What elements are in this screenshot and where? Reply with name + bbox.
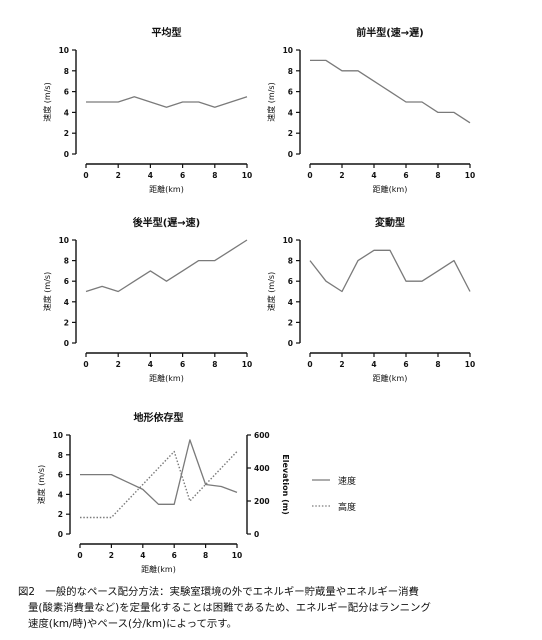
y2-tick-label: 400	[254, 464, 270, 473]
y-tick-label: 8	[64, 67, 69, 76]
y2-axis-label: Elevation (m)	[281, 454, 290, 514]
x-tick-label: 6	[180, 360, 185, 369]
x-tick-label: 4	[148, 171, 153, 180]
y-tick-label: 8	[288, 67, 293, 76]
chart-2: 前半型(速→遅) 0 2 4 6 8 10 0 2 4 6 8 10 距離(km) 速度 (m/s)	[266, 26, 475, 194]
x-tick-label: 8	[203, 551, 208, 560]
legend-label: 速度	[338, 475, 356, 487]
chart-5: 地形依存型 0 2 4 6 8 10 0 2 4 6 8 10 距離(km) 速度 (m/s) 0 200 400…	[36, 411, 356, 574]
x-tick-label: 4	[371, 360, 376, 369]
chart-panels: 平均型 0 2 4 6 8 10 0 2 4 6 8 10 距離(km) 速度 (m/s) 前半型(速→遅) 0…	[36, 26, 475, 574]
x-tick-label: 4	[140, 551, 145, 560]
x-tick-label: 8	[435, 171, 440, 180]
y-tick-label: 10	[283, 46, 293, 55]
x-tick-label: 0	[83, 171, 88, 180]
y-tick-label: 6	[64, 277, 69, 286]
x-tick-label: 10	[465, 171, 475, 180]
y-axis-label: 速度 (m/s)	[266, 82, 276, 121]
caption-line-1: 図2 一般的なペース配分方法：実験室環境の外でエネルギー貯蔵量やエネルギー消費	[18, 586, 419, 598]
y-tick-label: 6	[288, 277, 293, 286]
y-tick-label: 4	[58, 490, 63, 499]
y-tick-label: 0	[64, 150, 69, 159]
x-tick-label: 6	[172, 551, 177, 560]
x-tick-label: 2	[116, 171, 121, 180]
y-tick-label: 2	[58, 510, 63, 519]
x-tick-label: 10	[465, 360, 475, 369]
series-line-高度	[80, 450, 238, 519]
x-axis-label: 距離(km)	[149, 373, 184, 383]
series-line-1	[86, 96, 248, 108]
y-tick-label: 4	[288, 298, 293, 307]
chart-1: 平均型 0 2 4 6 8 10 0 2 4 6 8 10 距離(km) 速度 (m/s)	[42, 26, 252, 194]
x-tick-label: 0	[83, 360, 88, 369]
y2-tick-label: 0	[254, 530, 259, 539]
chart-4: 変動型 0 2 4 6 8 10 0 2 4 6 8 10 距離(km) 速度 (m/s)	[266, 216, 475, 383]
series-line-速度	[80, 439, 238, 505]
y2-tick-label: 200	[254, 497, 270, 506]
x-tick-label: 4	[148, 360, 153, 369]
x-tick-label: 6	[180, 171, 185, 180]
y-axis-label: 速度 (m/s)	[266, 272, 276, 311]
y-tick-label: 2	[288, 318, 293, 327]
x-tick-label: 0	[307, 360, 312, 369]
y-tick-label: 8	[58, 451, 63, 460]
y-tick-label: 6	[64, 88, 69, 97]
figure-canvas: 平均型 0 2 4 6 8 10 0 2 4 6 8 10 距離(km) 速度 (m/s) 前半型(速→遅) 0…	[36, 26, 475, 574]
chart-3: 後半型(遅→速) 0 2 4 6 8 10 0 2 4 6 8 10 距離(km) 速度 (m/s)	[42, 216, 252, 383]
x-tick-label: 2	[339, 360, 344, 369]
x-tick-label: 10	[242, 171, 252, 180]
y-tick-label: 4	[288, 108, 293, 117]
x-axis-label: 距離(km)	[141, 564, 176, 574]
x-tick-label: 8	[212, 171, 217, 180]
x-tick-label: 10	[242, 360, 252, 369]
x-tick-label: 2	[339, 171, 344, 180]
x-axis-label: 距離(km)	[149, 184, 184, 194]
x-tick-label: 0	[307, 171, 312, 180]
caption-line-3: 速度(km/時)やペース(分/km)によって示す。	[28, 618, 237, 630]
y-axis-label: 速度 (m/s)	[42, 272, 52, 311]
x-tick-label: 8	[212, 360, 217, 369]
series-line-1	[85, 239, 248, 293]
y-tick-label: 0	[58, 530, 63, 539]
y-tick-label: 8	[64, 257, 69, 266]
y-tick-label: 0	[64, 339, 69, 348]
y-tick-label: 8	[288, 257, 293, 266]
y-tick-label: 10	[59, 236, 69, 245]
y-axis-label: 速度 (m/s)	[36, 465, 46, 504]
y-tick-label: 4	[64, 298, 69, 307]
x-tick-label: 6	[403, 171, 408, 180]
x-tick-label: 8	[435, 360, 440, 369]
figure-caption: 図2 一般的なペース配分方法：実験室環境の外でエネルギー貯蔵量やエネルギー消費 …	[18, 584, 530, 632]
chart-title: 平均型	[152, 26, 182, 39]
x-tick-label: 6	[403, 360, 408, 369]
chart-title: 地形依存型	[134, 411, 184, 424]
x-tick-label: 0	[77, 551, 82, 560]
y-tick-label: 2	[64, 129, 69, 138]
legend-label: 高度	[338, 501, 356, 513]
y-axis-label: 速度 (m/s)	[42, 82, 52, 121]
y-tick-label: 10	[59, 46, 69, 55]
y-tick-label: 6	[58, 471, 63, 480]
y-tick-label: 0	[288, 150, 293, 159]
y2-tick-label: 600	[254, 431, 270, 440]
chart-title: 変動型	[375, 216, 405, 229]
x-axis-label: 距離(km)	[373, 373, 408, 383]
x-tick-label: 10	[232, 551, 242, 560]
series-line-1	[309, 249, 471, 293]
chart-title: 後半型(遅→速)	[133, 216, 201, 229]
x-axis-label: 距離(km)	[373, 184, 408, 194]
y-tick-label: 2	[288, 129, 293, 138]
y-tick-label: 10	[283, 236, 293, 245]
x-tick-label: 2	[116, 360, 121, 369]
y-tick-label: 4	[64, 108, 69, 117]
x-tick-label: 4	[371, 171, 376, 180]
caption-line-2: 量(酸素消費量など)を定量化することは困難であるため、エネルギー配分はランニング	[28, 602, 431, 614]
y-tick-label: 6	[288, 88, 293, 97]
y-tick-label: 10	[53, 431, 63, 440]
chart-title: 前半型(速→遅)	[356, 26, 424, 39]
y-tick-label: 2	[64, 318, 69, 327]
series-line-1	[310, 59, 471, 124]
x-tick-label: 2	[109, 551, 114, 560]
y-tick-label: 0	[288, 339, 293, 348]
